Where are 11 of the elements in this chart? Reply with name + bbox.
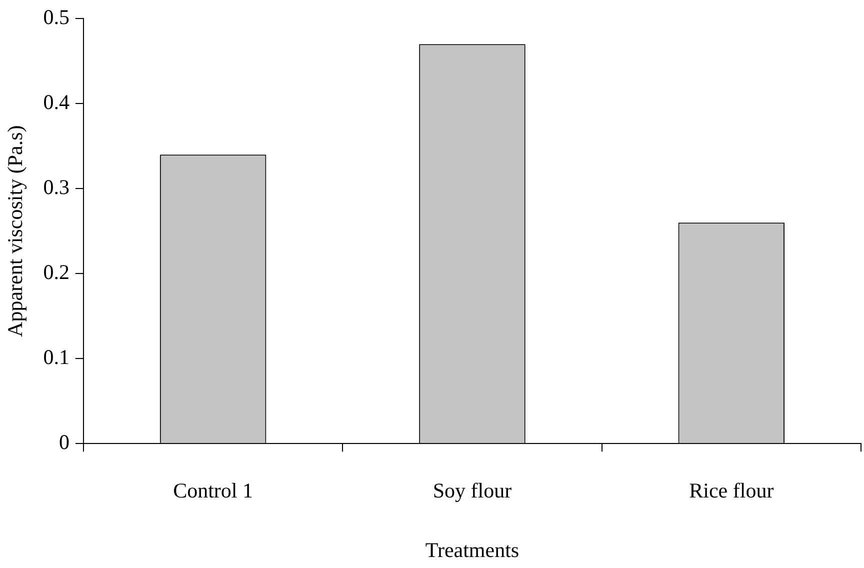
x-tick-label: Control 1	[173, 478, 254, 503]
y-axis-title: Apparent viscosity (Pa.s)	[3, 125, 28, 337]
y-tick-label: 0.2	[43, 260, 70, 284]
y-tick-label: 0.1	[43, 345, 70, 370]
x-axis-title: Treatments	[425, 538, 520, 562]
y-tick-label: 0.5	[43, 5, 70, 30]
y-tick-label: 0.3	[43, 175, 70, 200]
y-tick-label: 0	[58, 430, 70, 454]
x-tick-label: Rice flour	[689, 478, 774, 503]
x-tick-label: Soy flour	[432, 478, 512, 503]
y-tick-label: 0.4	[43, 90, 70, 114]
